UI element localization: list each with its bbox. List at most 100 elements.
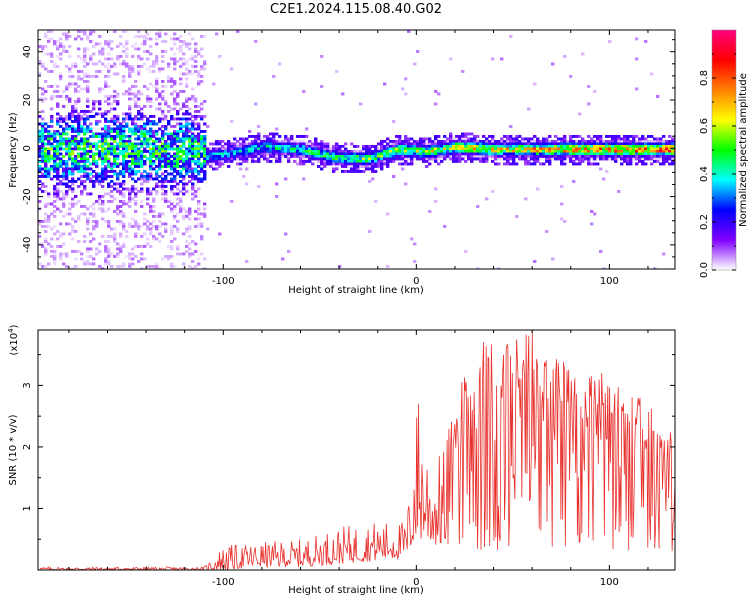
heatmap-cell: [116, 115, 120, 118]
heatmap-cell: [581, 155, 585, 158]
heatmap-cell: [521, 150, 525, 153]
heatmap-cell: [665, 142, 669, 146]
heatmap-cell: [131, 197, 135, 201]
heatmap-cell: [173, 140, 177, 143]
heatmap-cell: [113, 232, 117, 236]
heatmap-cell: [203, 115, 207, 118]
heatmap-cell: [545, 160, 549, 163]
heatmap-cell: [209, 160, 213, 163]
heatmap-cell: [134, 170, 138, 173]
heatmap-cell: [509, 35, 513, 38]
heatmap-cell: [155, 147, 159, 151]
heatmap-cell: [305, 160, 309, 163]
heatmap-cell: [443, 147, 447, 151]
heatmap-cell: [446, 137, 450, 141]
heatmap-cell: [53, 205, 57, 208]
heatmap-cell: [95, 112, 99, 116]
heatmap-cell: [527, 142, 531, 146]
heatmap-cell: [98, 177, 102, 181]
heatmap-cell: [80, 257, 84, 261]
heatmap-cell: [197, 262, 201, 266]
heatmap-cell: [656, 140, 660, 143]
heatmap-cell: [362, 147, 366, 151]
heatmap-cell: [197, 200, 201, 203]
heatmap-cell: [182, 175, 186, 178]
heatmap-cell: [542, 147, 546, 151]
heatmap-cell: [188, 212, 192, 216]
heatmap-cell: [185, 125, 189, 128]
heatmap-cell: [128, 90, 132, 93]
heatmap-cell: [494, 162, 498, 166]
heatmap-cell: [500, 57, 504, 61]
heatmap-cell: [647, 157, 651, 161]
heatmap-cell: [50, 137, 54, 141]
heatmap-cell: [245, 260, 249, 263]
heatmap-cell: [134, 132, 138, 136]
heatmap-cell: [47, 220, 51, 223]
heatmap-cell: [134, 102, 138, 106]
heatmap-cell: [344, 160, 348, 163]
heatmap-cell: [293, 155, 297, 158]
heatmap-cell: [179, 172, 183, 176]
heatmap-cell: [254, 102, 258, 106]
heatmap-cell: [41, 182, 45, 186]
heatmap-cell: [131, 122, 135, 126]
heatmap-cell: [596, 152, 600, 156]
heatmap-cell: [122, 62, 126, 66]
heatmap-cell: [140, 187, 144, 191]
heatmap-cell: [92, 102, 96, 106]
heatmap-cell: [56, 167, 60, 171]
heatmap-cell: [668, 135, 672, 138]
heatmap-cell: [449, 157, 453, 161]
heatmap-cell: [278, 62, 282, 66]
spectrogram-x-axis-label: Height of straight line (km): [288, 285, 424, 296]
heatmap-cell: [242, 145, 246, 148]
heatmap-cell: [122, 45, 126, 48]
heatmap-cell: [62, 50, 66, 53]
heatmap-cell: [179, 137, 183, 141]
heatmap-cell: [467, 132, 471, 136]
heatmap-cell: [392, 175, 396, 178]
heatmap-cell: [182, 165, 186, 168]
heatmap-cell: [491, 145, 495, 148]
heatmap-cell: [158, 267, 162, 269]
heatmap-cell: [377, 165, 381, 168]
heatmap-cell: [335, 160, 339, 163]
heatmap-cell: [320, 155, 324, 158]
heatmap-cell: [95, 62, 99, 66]
heatmap-cell: [125, 142, 129, 146]
heatmap-cell: [590, 145, 594, 148]
heatmap-cell: [86, 207, 90, 211]
heatmap-cell: [59, 137, 63, 141]
heatmap-cell: [110, 165, 114, 168]
heatmap-cell: [140, 140, 144, 143]
heatmap-cell: [350, 160, 354, 163]
heatmap-cell: [242, 137, 246, 141]
heatmap-cell: [422, 150, 426, 153]
heatmap-cell: [44, 217, 48, 221]
heatmap-cell: [143, 160, 147, 163]
heatmap-cell: [641, 147, 645, 151]
heatmap-cell: [401, 145, 405, 148]
heatmap-cell: [443, 155, 447, 158]
heatmap-cell: [290, 150, 294, 153]
heatmap-cell: [314, 142, 318, 146]
heatmap-cell: [101, 202, 105, 206]
heatmap-cell: [179, 130, 183, 133]
heatmap-cell: [224, 147, 228, 151]
heatmap-cell: [593, 155, 597, 158]
heatmap-cell: [146, 157, 150, 161]
heatmap-cell: [302, 145, 306, 148]
heatmap-cell: [302, 135, 306, 138]
heatmap-cell: [179, 147, 183, 151]
heatmap-cell: [446, 145, 450, 148]
heatmap-cell: [296, 135, 300, 138]
heatmap-cell: [68, 67, 72, 71]
heatmap-cell: [113, 140, 117, 143]
heatmap-cell: [92, 262, 96, 266]
heatmap-cell: [158, 162, 162, 166]
heatmap-cell: [197, 160, 201, 163]
heatmap-cell: [617, 137, 621, 141]
heatmap-cell: [401, 140, 405, 143]
heatmap-cell: [323, 157, 327, 161]
